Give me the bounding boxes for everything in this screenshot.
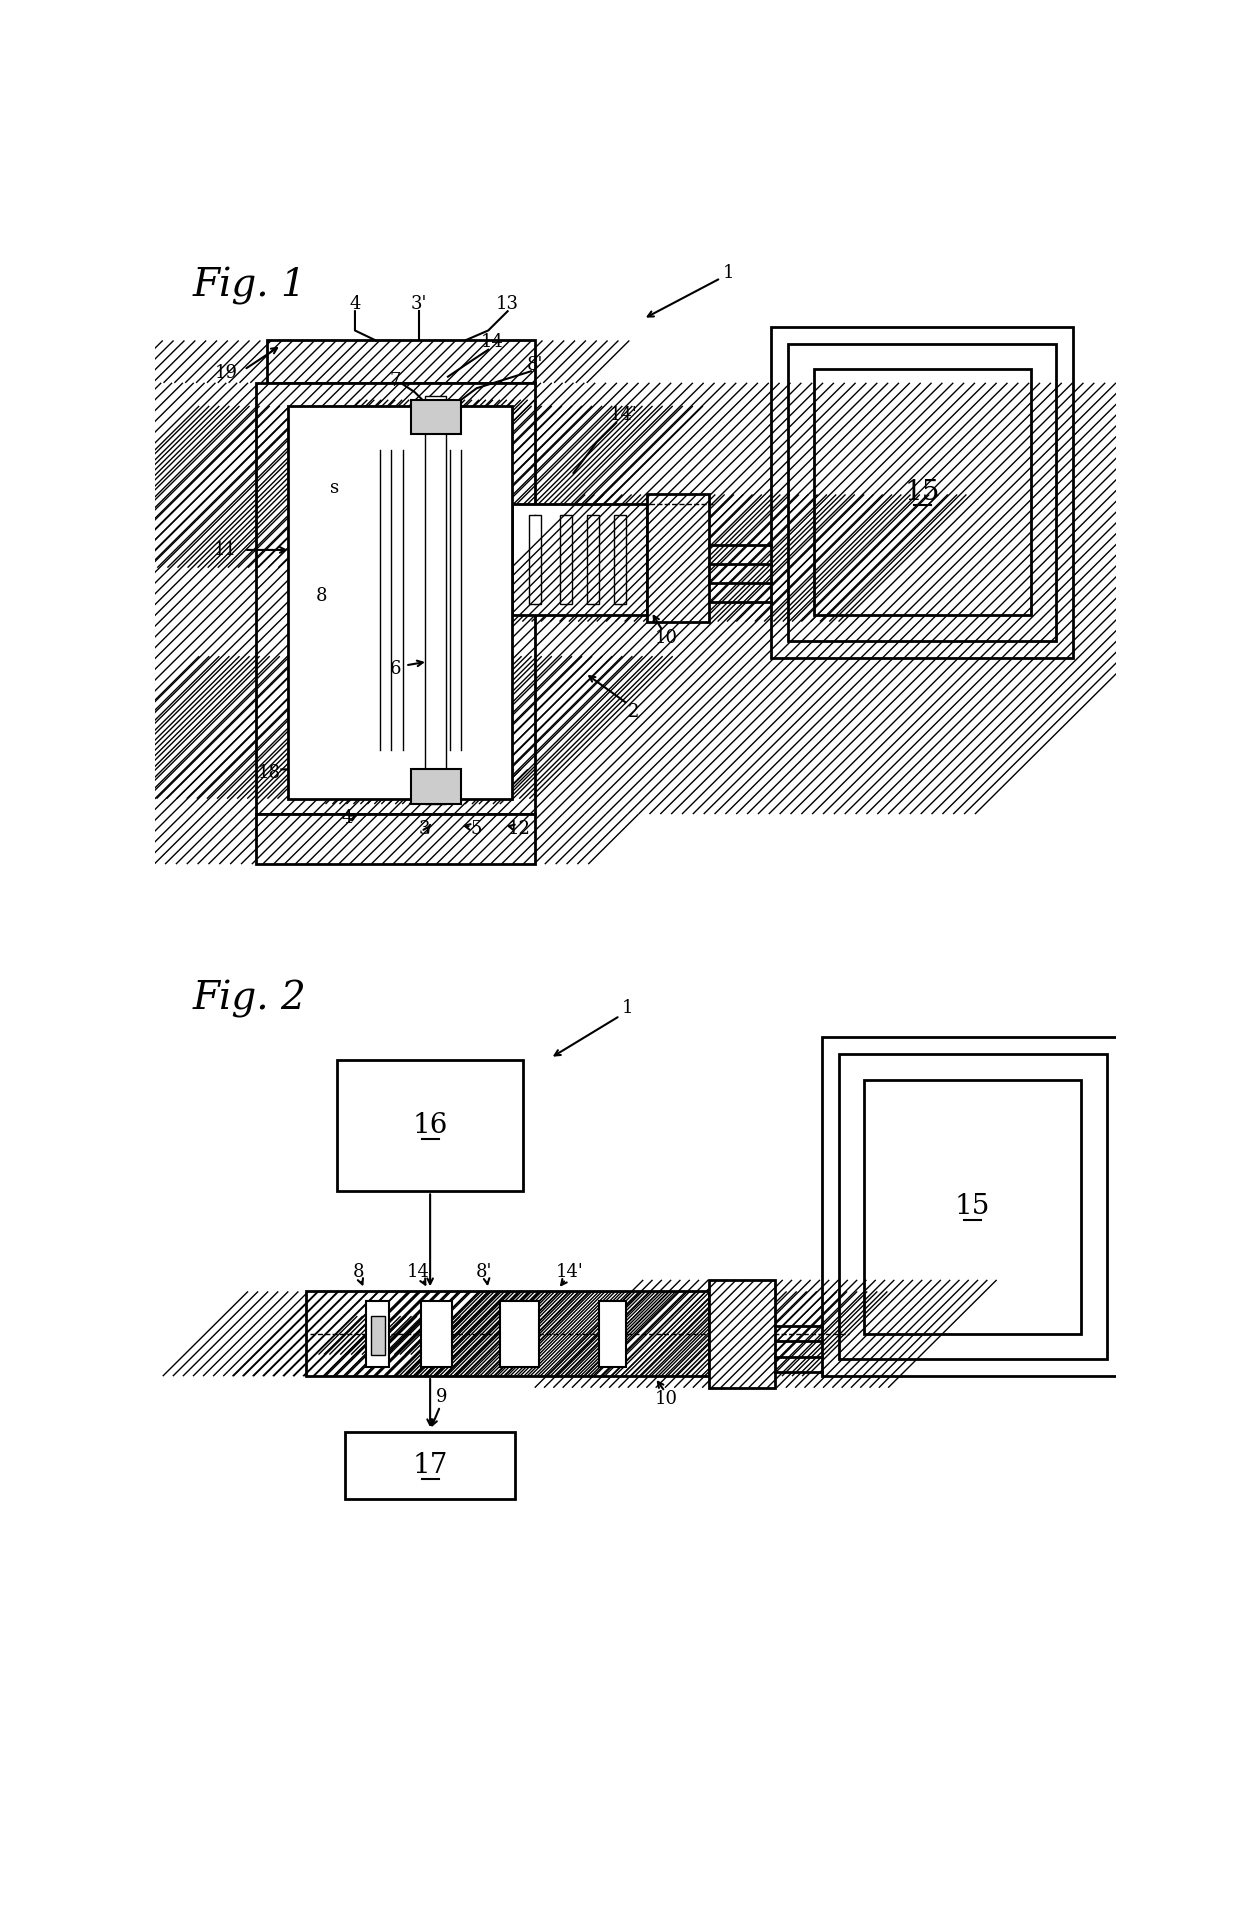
Bar xyxy=(366,1301,389,1367)
Text: 19: 19 xyxy=(215,364,238,381)
Text: 8': 8' xyxy=(527,357,543,374)
Text: 13: 13 xyxy=(496,294,520,313)
Text: 1: 1 xyxy=(723,263,734,282)
Text: 9: 9 xyxy=(436,1388,448,1405)
Bar xyxy=(420,1301,451,1367)
Text: 4: 4 xyxy=(350,294,361,313)
Text: Fig. 1: Fig. 1 xyxy=(192,267,306,305)
Text: Fig. 2: Fig. 2 xyxy=(192,980,306,1018)
Bar xyxy=(410,400,461,435)
Text: 10: 10 xyxy=(655,629,678,648)
Bar xyxy=(599,1301,626,1367)
Bar xyxy=(647,494,709,622)
Text: 16: 16 xyxy=(413,1112,448,1138)
Text: 7: 7 xyxy=(389,372,401,389)
Text: 18: 18 xyxy=(258,765,281,782)
Bar xyxy=(410,769,461,805)
Text: 3: 3 xyxy=(419,820,430,837)
Text: 5: 5 xyxy=(471,820,482,837)
Bar xyxy=(268,341,534,383)
Text: 15: 15 xyxy=(955,1194,991,1220)
Bar xyxy=(821,1037,1123,1377)
Bar xyxy=(511,503,647,616)
Text: 15: 15 xyxy=(904,479,940,505)
Text: 10: 10 xyxy=(655,1390,678,1407)
Text: s: s xyxy=(330,479,340,498)
Bar xyxy=(371,1316,386,1354)
Text: 3': 3' xyxy=(410,294,427,313)
Bar xyxy=(424,397,446,805)
Text: 8: 8 xyxy=(316,587,327,605)
Text: 8: 8 xyxy=(352,1262,363,1282)
Bar xyxy=(559,515,572,605)
Bar xyxy=(709,1280,775,1388)
Bar xyxy=(813,368,1030,616)
Bar xyxy=(528,515,541,605)
Bar xyxy=(500,1301,538,1367)
Text: 1: 1 xyxy=(622,999,634,1016)
Text: 12: 12 xyxy=(508,820,531,837)
Text: 4: 4 xyxy=(341,809,353,828)
Bar xyxy=(337,1060,523,1192)
Bar xyxy=(255,383,534,814)
Bar xyxy=(587,515,599,605)
Text: 6: 6 xyxy=(389,660,401,679)
Bar xyxy=(255,814,534,864)
Bar xyxy=(864,1079,1081,1333)
Bar xyxy=(306,1291,709,1377)
Text: 14: 14 xyxy=(407,1262,430,1282)
Bar xyxy=(614,515,626,605)
Text: 11: 11 xyxy=(213,542,237,559)
Text: 17: 17 xyxy=(413,1451,448,1480)
Text: 2: 2 xyxy=(629,702,640,721)
Text: 14': 14' xyxy=(556,1262,584,1282)
Bar xyxy=(345,1432,516,1499)
Text: 8': 8' xyxy=(476,1262,492,1282)
Text: 14': 14' xyxy=(610,406,637,423)
Bar xyxy=(789,343,1056,641)
Bar xyxy=(288,406,511,799)
Bar xyxy=(838,1055,1107,1360)
Text: 14: 14 xyxy=(481,334,503,351)
Bar xyxy=(771,326,1074,658)
